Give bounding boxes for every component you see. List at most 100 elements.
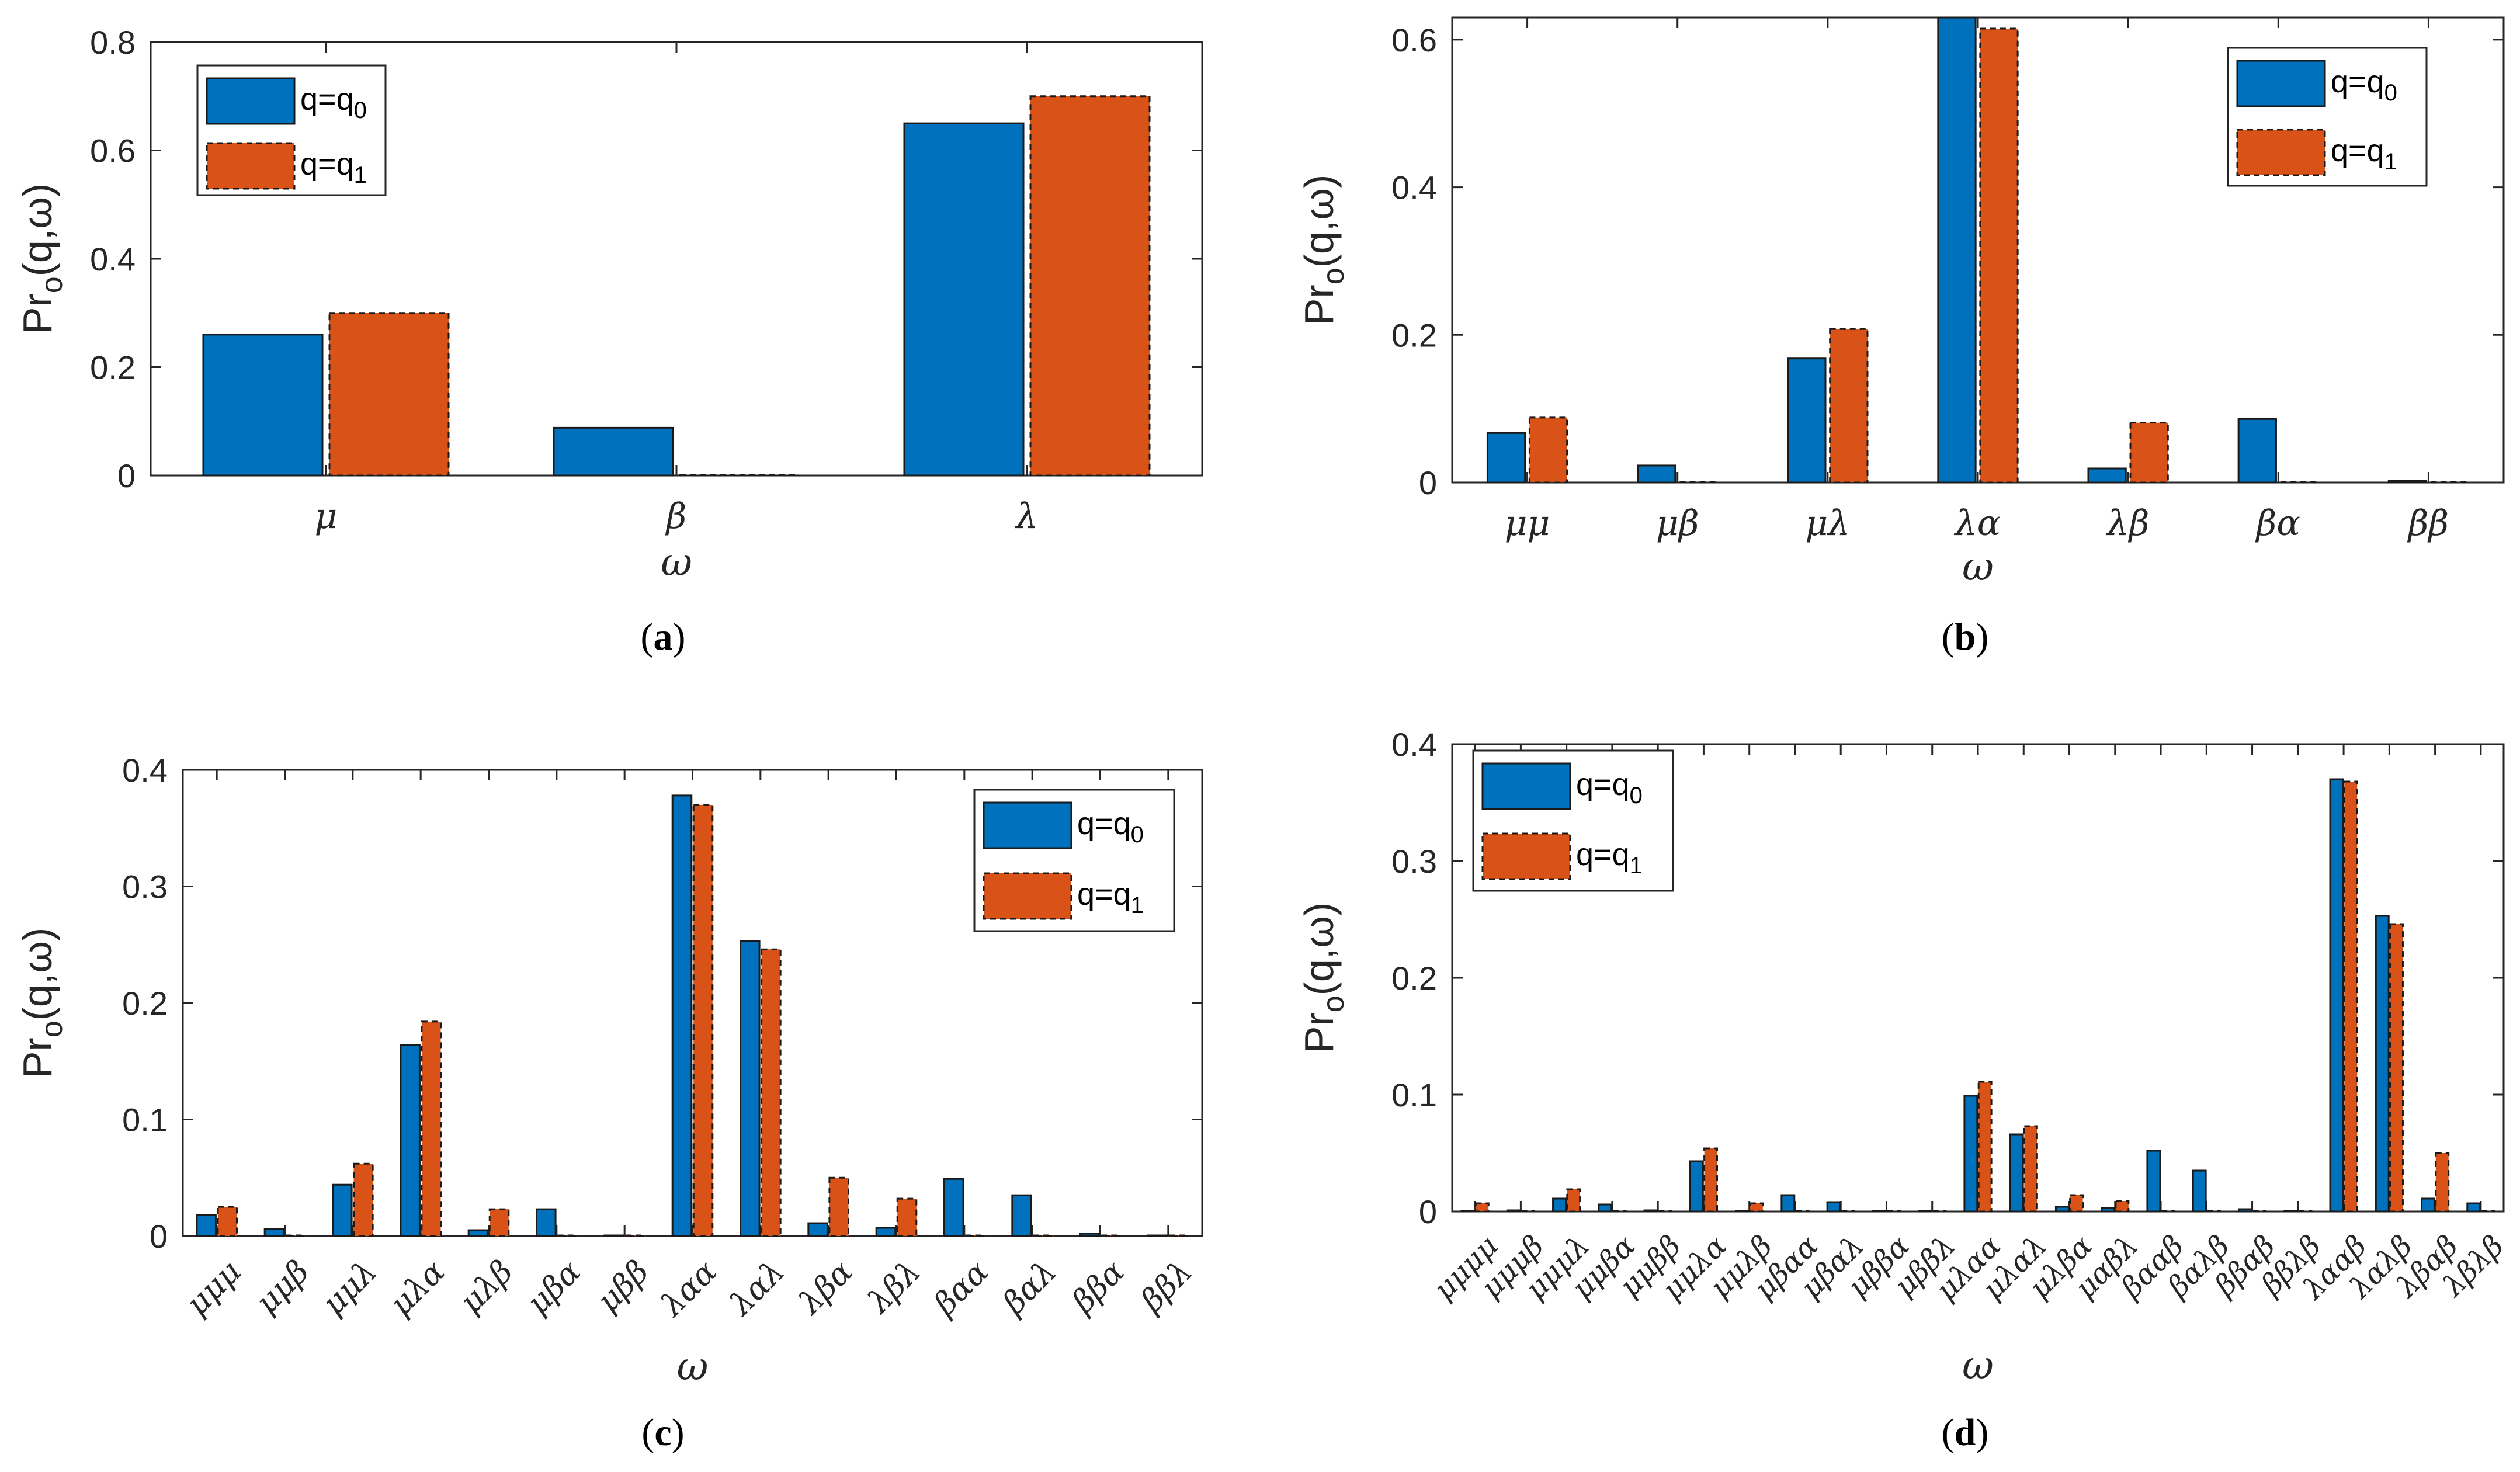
legend-label-q1: q=q1: [2331, 133, 2397, 175]
bar-q0: [202, 334, 324, 477]
bar-q1: [2115, 1200, 2130, 1213]
y-tick-label: 0.6: [1391, 22, 1437, 58]
bar-q1: [2129, 422, 2169, 484]
bar-q1: [2069, 1194, 2084, 1213]
legend-swatch-q0: [1481, 762, 1571, 810]
bar-q0: [263, 1228, 285, 1237]
bar-q0: [1598, 1203, 1613, 1213]
bar-q0: [2421, 1197, 2435, 1213]
x-tick-label: μβ: [1656, 503, 1699, 544]
bar-q1: [1749, 1202, 1764, 1213]
x-tick-label: βαλ: [995, 1253, 1064, 1322]
bar-q1: [217, 1206, 238, 1237]
bar-q0: [603, 1234, 624, 1237]
bar-q1: [328, 312, 450, 477]
legend: q=q0 q=q1: [2227, 47, 2428, 187]
x-axis-label: ω: [661, 540, 692, 585]
bar-q0: [1079, 1233, 1101, 1237]
x-axis-label: ω: [1962, 544, 1994, 589]
bar-q0: [1689, 1160, 1704, 1213]
legend-swatch-q0: [2236, 60, 2326, 107]
legend-label-q1: q=q1: [1077, 877, 1144, 918]
legend-label-q0: q=q0: [1576, 767, 1643, 808]
bar-q0: [2087, 467, 2127, 484]
bar-q1: [1528, 416, 1568, 484]
legend-label-q0: q=q0: [300, 82, 367, 123]
x-tick-label: β: [665, 496, 687, 537]
bar-q1: [2343, 780, 2358, 1213]
y-tick-label: 0.4: [1391, 169, 1437, 206]
bar-q0: [2387, 480, 2428, 484]
panel-caption: (b): [1942, 616, 1989, 658]
bar-q1: [2389, 923, 2404, 1213]
x-tick-label: βα: [2255, 503, 2300, 544]
y-tick-label: 0.3: [122, 869, 168, 905]
bar-q1: [284, 1234, 306, 1237]
bar-q0: [1552, 1197, 1567, 1213]
bar-q0: [1147, 1234, 1168, 1237]
bar-q0: [2466, 1202, 2481, 1213]
legend-swatch-q1: [1481, 832, 1571, 880]
legend: q=q0 q=q1: [196, 64, 387, 196]
y-tick-label: 0.2: [90, 349, 136, 386]
x-tick-label: μμμ: [179, 1253, 248, 1322]
bar-q1: [421, 1020, 442, 1237]
x-tick-label: λβλ: [860, 1253, 928, 1321]
bar-q0: [332, 1183, 353, 1237]
bar-q1: [488, 1208, 510, 1237]
x-tick-label: μββ: [589, 1253, 656, 1320]
bar-q0: [1643, 1209, 1658, 1213]
panel-caption: (c): [641, 1411, 684, 1454]
bar-q0: [903, 122, 1025, 477]
legend-label-q1: q=q1: [1576, 837, 1643, 879]
bar-q1: [1566, 1188, 1581, 1213]
x-tick-label: ββα: [1064, 1253, 1131, 1321]
bar-q0: [943, 1178, 964, 1237]
bar-q1: [2435, 1152, 2450, 1213]
bar-q0: [2054, 1206, 2070, 1213]
x-tick-label: ββλ: [1133, 1253, 1199, 1320]
bar-q0: [467, 1229, 489, 1237]
bar-q0: [2146, 1150, 2161, 1213]
y-axis-label: Pro(q,ω): [1296, 175, 1351, 326]
y-tick-label: 0.4: [90, 241, 136, 277]
bar-q0: [400, 1044, 421, 1237]
bar-q1: [1703, 1147, 1719, 1213]
y-tick-label: 0: [1419, 464, 1437, 501]
y-tick-label: 0.6: [90, 133, 136, 169]
x-tick-label: μ: [315, 496, 338, 537]
bar-q0: [1963, 1095, 1978, 1213]
chart-panel-a: 0 0.2 0.4 0.6 0.8 μ β λ ω Pro(q,ω) q=q0 q=q1 (a): [15, 24, 1203, 658]
x-tick-label: μμλ: [315, 1253, 384, 1322]
bar-q1: [1829, 328, 1869, 484]
bar-q1: [1100, 1234, 1122, 1237]
bar-q1: [624, 1234, 645, 1237]
x-tick-label: μβα: [519, 1253, 588, 1321]
y-tick-label: 0.2: [122, 985, 168, 1022]
y-tick-label: 0.2: [1391, 317, 1437, 353]
x-tick-label: λβα: [791, 1253, 860, 1322]
bar-q1: [761, 948, 782, 1237]
bar-q0: [1826, 1201, 1841, 1213]
legend: q=q0 q=q1: [973, 789, 1175, 932]
bar-q0: [671, 794, 693, 1237]
bar-q0: [536, 1208, 557, 1237]
bar-q1: [896, 1197, 918, 1237]
y-axis-label: Pro(q,ω): [15, 183, 69, 335]
bar-q0: [1937, 16, 1977, 484]
x-tick-label: λ: [1015, 496, 1038, 537]
legend-swatch-q1: [983, 872, 1072, 920]
legend-label-q0: q=q0: [1077, 806, 1144, 848]
y-axis-label: Pro(q,ω): [1296, 902, 1351, 1054]
x-tick-label: μμ: [1505, 503, 1550, 544]
y-tick-label: 0.3: [1391, 843, 1437, 880]
bar-q0: [1011, 1194, 1032, 1237]
bar-q1: [557, 1234, 578, 1237]
bar-q1: [964, 1234, 985, 1237]
bar-q1: [2023, 1125, 2038, 1213]
legend-label-q1: q=q1: [300, 147, 367, 188]
x-tick-label: μλβ: [452, 1253, 520, 1321]
bar-q0: [2375, 915, 2390, 1213]
